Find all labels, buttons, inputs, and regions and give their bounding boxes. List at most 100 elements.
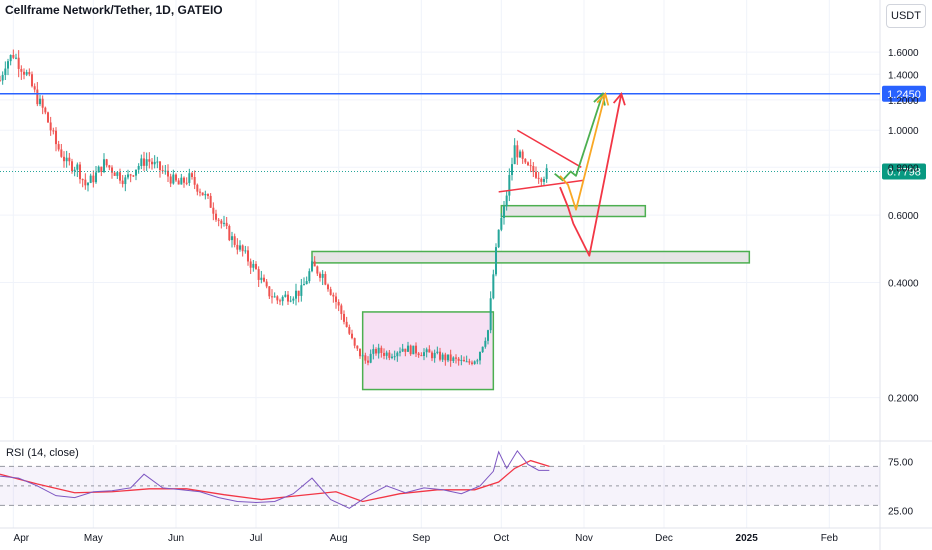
candle-body [305, 281, 308, 285]
time-tick-label: Dec [655, 533, 673, 544]
candle-body [502, 206, 506, 218]
candle-body [153, 161, 156, 165]
currency-button[interactable]: USDT [886, 4, 926, 28]
candle-body [262, 277, 266, 282]
candle-body [529, 165, 532, 167]
candle-body [409, 345, 412, 355]
candle-body [505, 195, 508, 207]
triangle-upper-line [516, 129, 582, 168]
candle-body [76, 164, 79, 170]
candle-body [542, 178, 546, 182]
candle-body [161, 170, 164, 172]
candle-body [89, 175, 92, 183]
candle-body [158, 161, 162, 171]
candle-body [185, 182, 188, 184]
price-tick-label: 1.6000 [888, 48, 919, 59]
candle-body [388, 352, 391, 358]
last-price-tag [882, 163, 926, 180]
scenario-arrows[interactable] [554, 91, 626, 257]
candle-body [121, 180, 124, 185]
candle-body [356, 345, 359, 349]
candle-body [105, 159, 108, 166]
candle-body [521, 151, 524, 159]
candle-body [404, 348, 407, 352]
candle-body [353, 338, 356, 346]
triangle-pattern[interactable] [498, 129, 585, 193]
price-tick-label: 0.6000 [888, 211, 919, 222]
candle-body [350, 333, 354, 339]
candle-body [540, 178, 543, 182]
rsi-tick-label: 75.00 [888, 458, 913, 469]
candle-body [134, 169, 138, 176]
candle-body [508, 175, 511, 196]
candle-body [177, 180, 180, 185]
time-tick-label: Oct [494, 533, 510, 544]
candle-body [22, 71, 26, 75]
price-tick-label: 0.8000 [888, 163, 919, 174]
candle-body [102, 159, 106, 172]
candle-body [70, 161, 74, 172]
rsi-indicator-label[interactable]: RSI (14, close) [6, 447, 79, 459]
horizontal-level[interactable]: 1.2450 [0, 85, 926, 102]
candle-body [369, 353, 372, 363]
candle-body [414, 345, 418, 354]
candle-body [169, 176, 172, 184]
candle-body [201, 192, 204, 196]
candle-body [454, 357, 458, 359]
candle-body [204, 194, 207, 196]
rsi-background [0, 466, 880, 506]
candle-body [278, 300, 282, 302]
candle-body [140, 158, 143, 166]
candle-body [438, 351, 442, 360]
candle-body [516, 145, 519, 158]
candle-body [268, 286, 271, 297]
candle-body [17, 57, 20, 69]
candle-body [260, 277, 263, 280]
time-tick-label: May [84, 533, 103, 544]
rsi-tick-label: 25.00 [888, 506, 913, 517]
candle-body [457, 358, 460, 361]
candle-body [180, 177, 183, 185]
candle-body [28, 72, 31, 75]
candle-body [428, 349, 431, 353]
candle-body [385, 352, 388, 356]
candle-body [190, 173, 194, 177]
candle-body [334, 296, 338, 302]
candle-body [9, 55, 12, 62]
candle-body [214, 213, 218, 220]
candle-body [86, 182, 90, 186]
candle-body [396, 352, 399, 357]
time-tick-label: Apr [14, 533, 30, 544]
candle-body [78, 164, 82, 180]
candle-body [337, 301, 340, 306]
scenario-arrowhead-orange [596, 91, 610, 106]
candle-body [129, 174, 132, 176]
candle-body [348, 326, 351, 334]
support-zone [500, 204, 647, 218]
time-tick-label: Aug [330, 533, 348, 544]
candle-body [470, 362, 474, 364]
candle-body [110, 167, 114, 173]
candle-body [489, 298, 492, 331]
candle-body [310, 261, 314, 272]
candle-body [422, 352, 426, 356]
candle-body [481, 346, 484, 353]
candle-body [236, 244, 239, 250]
candle-body [222, 222, 226, 224]
candle-body [497, 229, 500, 248]
candle-body [220, 220, 223, 224]
candle-body [300, 285, 303, 296]
candle-body [246, 250, 250, 262]
candle-body [286, 294, 290, 302]
candle-body [284, 294, 287, 297]
candle-body [316, 266, 319, 274]
support-zones [311, 204, 751, 264]
candle-body [0, 80, 2, 82]
candle-body [500, 217, 503, 230]
candle-body [252, 263, 255, 268]
candle-body [449, 354, 452, 361]
candle-body [1, 75, 4, 81]
price-tick-label: 0.2000 [888, 394, 919, 405]
candle-body [217, 219, 220, 221]
candle-body [417, 353, 420, 356]
